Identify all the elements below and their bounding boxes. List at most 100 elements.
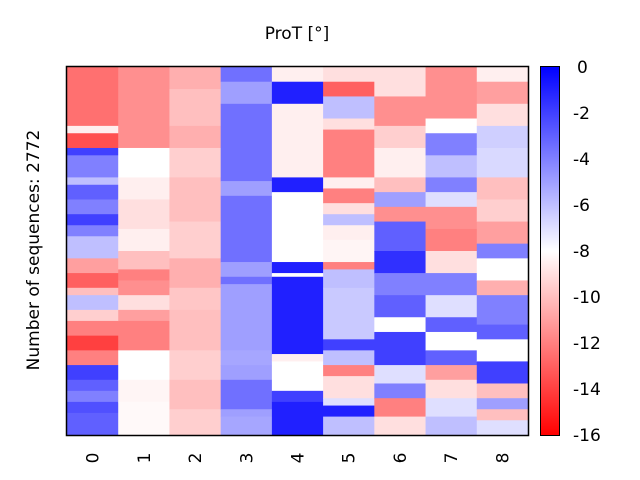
heatmap-cell	[220, 81, 273, 105]
colorbar-tick-labels: 0 -2 -4 -6 -8 -10 -12 -14 -16	[573, 58, 601, 446]
heatmap-cell	[118, 269, 170, 281]
heatmap-cell	[67, 287, 119, 296]
heatmap-cell	[374, 295, 427, 318]
heatmap-cell	[323, 239, 375, 263]
heatmap-cell	[67, 177, 119, 186]
heatmap-cell	[271, 361, 324, 392]
heatmap-cell	[67, 133, 119, 149]
heatmap-cell	[374, 317, 427, 333]
heatmap-cell	[67, 309, 119, 322]
chart-title: ProT [°]	[265, 24, 330, 44]
heatmap-cell	[220, 365, 273, 381]
heatmap-cell	[374, 398, 427, 418]
heatmap-cell	[271, 192, 324, 263]
heatmap-cell	[323, 269, 375, 289]
heatmap-cell	[118, 309, 170, 322]
heatmap-cell	[374, 125, 427, 149]
heatmap-cell	[323, 339, 375, 351]
heatmap-cell	[323, 214, 375, 226]
heatmap-cell	[476, 420, 529, 436]
heatmap-cell	[271, 390, 324, 403]
heatmap-cell	[271, 103, 324, 178]
heatmap-cell	[169, 89, 222, 127]
heatmap-cell	[118, 251, 170, 270]
heatmap-cell	[323, 262, 375, 270]
heatmap-cell	[220, 181, 273, 197]
heatmap-cell	[67, 147, 119, 156]
heatmap-cell	[374, 365, 427, 384]
heatmap-cell	[476, 324, 529, 340]
heatmap-cell	[374, 331, 427, 366]
x-tick-label: 6	[391, 453, 411, 464]
heatmap-cell	[220, 67, 273, 83]
heatmap-cell	[476, 147, 529, 178]
heatmap-cell	[323, 405, 375, 418]
colorbar-tick-label: -4	[573, 150, 590, 170]
heatmap-cell	[425, 317, 478, 333]
heatmap-cell	[425, 133, 478, 156]
x-tick-label: 0	[84, 453, 104, 464]
heatmap-cell	[425, 118, 478, 134]
heatmap-cell	[425, 350, 478, 366]
heatmap-cell	[220, 379, 273, 410]
x-tick-label: 2	[186, 453, 206, 464]
heatmap-cell	[323, 365, 375, 377]
heatmap-cell	[323, 67, 375, 83]
heatmap-cell	[271, 67, 324, 83]
y-axis-label: Number of sequences: 2772	[24, 130, 44, 371]
heatmap-cell	[67, 365, 119, 381]
heatmap-cell	[67, 199, 119, 215]
heatmap-cell	[323, 287, 375, 340]
heatmap-cell	[67, 350, 119, 366]
heatmap-cell	[169, 350, 222, 381]
heatmap-cell	[67, 320, 119, 337]
heatmap-cell	[67, 335, 119, 351]
heatmap-cell	[374, 273, 427, 296]
heatmap-cell	[425, 206, 478, 230]
heatmap-cell	[220, 103, 273, 182]
x-tick-label: 7	[442, 453, 462, 464]
heatmap-cell	[67, 401, 119, 414]
heatmap-cell	[476, 103, 529, 127]
heatmap-cell	[67, 125, 119, 134]
heatmap-cell	[476, 81, 529, 105]
heatmap-cell	[169, 221, 222, 259]
heatmap-cell	[271, 177, 324, 193]
heatmap-cell	[425, 398, 478, 418]
heatmap-cell	[323, 203, 375, 215]
heatmap-cell	[118, 320, 170, 351]
heatmap-cell	[67, 379, 119, 392]
heatmap-cell	[374, 416, 427, 436]
heatmap-cell	[271, 81, 324, 105]
heatmap-cell	[476, 409, 529, 421]
heatmap-cell	[220, 409, 273, 418]
colorbar-tick-label: -10	[573, 288, 601, 308]
heatmap-cell	[374, 251, 427, 274]
heatmap-cell	[374, 147, 427, 178]
heatmap-cell	[118, 295, 170, 311]
heatmap-cell	[169, 177, 222, 223]
heatmap-cell	[67, 67, 119, 127]
heatmap-cell	[374, 67, 427, 97]
heatmap-cell	[323, 188, 375, 204]
heatmap-cell	[476, 383, 529, 399]
heatmap-cell	[67, 225, 119, 237]
heatmap-cell	[425, 416, 478, 436]
heatmap-cell	[67, 258, 119, 274]
heatmap-cell	[323, 177, 375, 189]
heatmap-cell	[323, 350, 375, 366]
heatmap-cell	[67, 390, 119, 403]
heatmap-cell	[169, 309, 222, 351]
heatmap-cell	[425, 177, 478, 193]
heatmap-cell	[271, 273, 324, 278]
colorbar-tick-label: -16	[573, 426, 601, 446]
heatmap-cell	[323, 398, 375, 407]
heatmap-cell	[67, 295, 119, 311]
heatmap-cell	[220, 276, 273, 285]
x-tick-label: 8	[493, 453, 513, 464]
heatmap-cell	[425, 67, 478, 120]
x-tick-labels: 0 1 2 3 4 5 6 7 8	[84, 453, 514, 464]
plot-frame	[65, 65, 530, 437]
colorbar-tick-label: 0	[577, 58, 588, 78]
